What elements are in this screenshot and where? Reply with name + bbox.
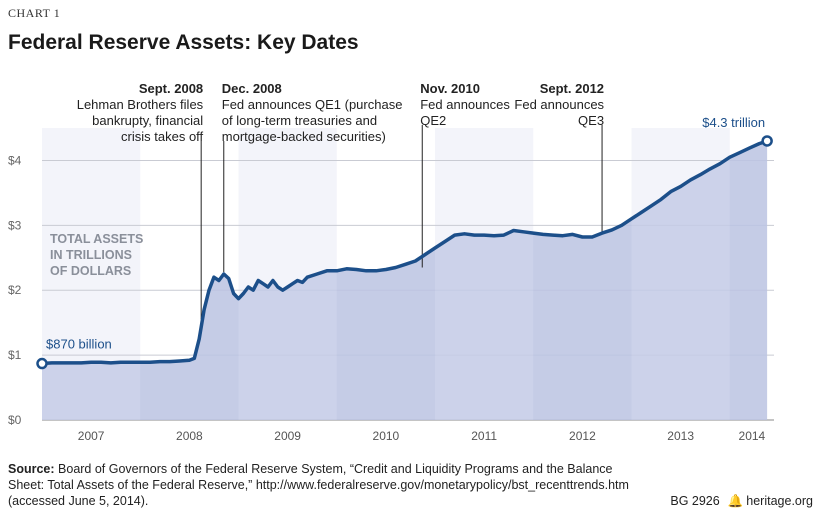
y-axis-label: TOTAL ASSETS IN TRILLIONS OF DOLLARS [50, 232, 143, 278]
annotation-text: QE3 [578, 113, 604, 128]
x-tick-label: 2014 [739, 429, 766, 443]
y-tick-label: $3 [8, 218, 22, 232]
annotation-text: mortgage-backed securities) [222, 129, 386, 144]
y-axis-label-line: TOTAL ASSETS [50, 232, 143, 246]
x-tick-label: 2009 [274, 429, 301, 443]
annotation-text: of long-term treasuries and [222, 113, 377, 128]
assets-line [41, 139, 768, 366]
annotation-date: Sept. 2012 [540, 81, 604, 96]
y-axis-ticks: $0 $1 $2 $3 $4 [8, 153, 22, 427]
annotation-text: Lehman Brothers files [77, 97, 204, 112]
assets-area [42, 141, 768, 420]
start-value-label: $870 billion [46, 337, 112, 352]
x-tick-label: 2008 [176, 429, 203, 443]
y-tick-label: $0 [8, 413, 22, 427]
doc-id: BG 2926 [670, 494, 720, 508]
x-tick-label: 2011 [471, 429, 497, 443]
x-tick-label: 2013 [667, 429, 694, 443]
annotation-leaders [200, 125, 603, 320]
annotation-date: Dec. 2008 [222, 81, 282, 96]
liberty-bell-icon: 🔔 [727, 494, 744, 508]
brand-footer: BG 2926 🔔 heritage.org [670, 494, 813, 509]
end-value-label: $4.3 trillion [702, 115, 765, 130]
annotation-text: Fed announces QE1 (purchase [222, 97, 403, 112]
source-label: Source: [8, 462, 55, 476]
source-text: Board of Governors of the Federal Reserv… [8, 462, 629, 508]
x-axis-ticks: 2007 2008 2009 2010 2011 2012 2013 2014 [78, 429, 766, 443]
annotation-date: Sept. 2008 [139, 81, 203, 96]
annotation-date: Nov. 2010 [420, 81, 480, 96]
source-note: Source: Board of Governors of the Federa… [8, 461, 648, 509]
annotation-text: Fed announces [514, 97, 604, 112]
y-axis-label-line: OF DOLLARS [50, 264, 131, 278]
x-tick-label: 2007 [78, 429, 105, 443]
y-axis-label-line: IN TRILLIONS [50, 248, 132, 262]
chart-title: Federal Reserve Assets: Key Dates [8, 31, 359, 54]
annotation-text: Fed announces [420, 97, 510, 112]
x-tick-label: 2010 [373, 429, 400, 443]
annotation-text: crisis takes off [121, 129, 204, 144]
endpoints: $870 billion $4.3 trillion [36, 115, 773, 370]
chart-kicker: CHART 1 [8, 6, 61, 20]
chart-area: $0$1$2$3$4 2007 2008 2009 2010 2011 2012 2013 2… [8, 81, 774, 443]
y-tick-label: $1 [8, 348, 22, 362]
site-name: heritage.org [746, 494, 813, 508]
x-tick-label: 2012 [569, 429, 596, 443]
annotation-text: bankrupty, financial [92, 113, 203, 128]
annotation-text: QE2 [420, 113, 446, 128]
end-point-marker [761, 135, 773, 147]
start-point-marker [36, 357, 48, 370]
year-band-shade [729, 141, 768, 420]
y-tick-label: $4 [8, 153, 22, 167]
y-tick-label: $2 [8, 283, 22, 297]
